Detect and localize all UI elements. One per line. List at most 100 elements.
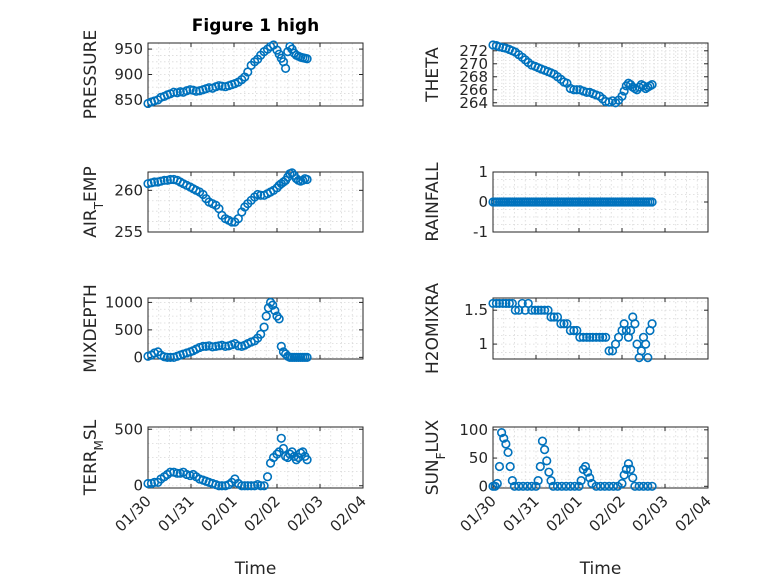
data-point: [565, 325, 576, 336]
data-point: [302, 455, 312, 465]
data-point: [162, 352, 172, 362]
subplot-4: -1 0 1 RAINFALL: [423, 162, 709, 242]
data-point: [572, 85, 582, 95]
data-point: [617, 478, 627, 489]
data-point: [259, 481, 269, 491]
data-point: [285, 41, 295, 52]
axes-frame: [147, 297, 364, 360]
subplot-3: 255 260 AIRTEMP: [81, 166, 364, 241]
data-point: [214, 481, 224, 491]
data-point: [630, 319, 640, 329]
data-point: [494, 298, 505, 309]
x-tick-label: 02/02: [586, 492, 629, 535]
data-point: [548, 481, 558, 491]
y-axis-label: TERRMSL: [81, 419, 106, 496]
data-point: [632, 339, 642, 349]
data-point: [287, 447, 297, 457]
data-point: [302, 174, 312, 185]
data-point: [634, 82, 644, 92]
y-tick-label: 0: [133, 477, 143, 495]
data-point: [261, 311, 271, 321]
data-point: [518, 481, 528, 491]
data-series: [143, 297, 312, 362]
y-tick-label: 500: [114, 321, 143, 339]
data-point: [638, 481, 649, 491]
data-point: [530, 305, 540, 315]
data-point: [533, 305, 543, 315]
x-tick-label: 02/04: [672, 492, 715, 535]
data-point: [643, 481, 653, 491]
x-tick-label: 02/03: [629, 492, 672, 535]
data-point: [527, 305, 537, 315]
data-point: [270, 306, 280, 316]
data-point: [501, 439, 511, 449]
data-point: [561, 481, 571, 491]
data-point: [535, 461, 545, 472]
data-point: [621, 81, 631, 91]
y-tick-label: 100: [459, 421, 488, 439]
data-point: [262, 472, 273, 482]
data-point: [499, 433, 509, 443]
y-axis-label: AIRTEMP: [81, 166, 106, 237]
data-point: [623, 459, 634, 469]
data-point: [582, 467, 593, 477]
x-tick-label: 01/31: [155, 492, 198, 535]
data-point: [619, 86, 629, 96]
data-point: [240, 481, 250, 491]
data-point: [259, 322, 269, 332]
data-point: [539, 444, 550, 455]
data-point: [505, 461, 515, 472]
data-point: [647, 319, 657, 329]
data-point: [621, 464, 631, 474]
data-point: [220, 341, 230, 351]
y-tick-label: 0: [133, 348, 143, 366]
y-tick-label: 260: [114, 181, 143, 199]
data-point: [559, 319, 569, 329]
data-point: [647, 197, 657, 207]
data-point: [256, 481, 266, 491]
data-point: [608, 481, 619, 491]
data-point: [630, 481, 640, 491]
data-point: [598, 332, 608, 342]
data-point: [298, 447, 308, 457]
x-tick-label: 02/04: [327, 492, 370, 535]
data-point: [570, 481, 580, 491]
y-axis-label: SUNFLUX: [423, 419, 448, 495]
data-point: [169, 87, 179, 97]
data-point: [595, 332, 605, 342]
data-series: [143, 40, 312, 109]
x-tick-label: 01/31: [500, 492, 543, 535]
data-point: [276, 433, 286, 443]
y-tick-label: 1: [478, 335, 488, 353]
data-point: [488, 298, 498, 309]
data-point: [237, 481, 247, 491]
data-point: [531, 481, 541, 491]
data-point: [582, 332, 592, 342]
data-point: [574, 481, 584, 491]
x-axis-label: Time: [579, 559, 622, 579]
x-tick-label: 01/30: [112, 492, 155, 535]
data-point: [527, 481, 537, 491]
data-point: [514, 481, 524, 491]
data-point: [628, 473, 638, 483]
data-point: [539, 305, 550, 315]
y-tick-label: 255: [114, 223, 143, 241]
y-tick-label: -1: [473, 223, 488, 241]
data-point: [510, 305, 520, 315]
data-series: [143, 168, 312, 227]
data-point: [647, 79, 657, 90]
data-point: [569, 85, 579, 95]
data-point: [159, 175, 169, 185]
axes-frame: [492, 426, 709, 489]
subplot-1: 850 900 950 PRESSURE Figure 1 high: [81, 16, 364, 119]
data-point: [638, 81, 649, 91]
data-point: [585, 473, 595, 483]
data-point: [625, 464, 636, 474]
data-point: [503, 447, 513, 458]
y-tick-label: 270: [459, 55, 488, 73]
data-point: [542, 456, 552, 466]
y-axis-label: THETA: [423, 47, 443, 103]
data-point: [647, 481, 657, 491]
data-point: [509, 481, 520, 491]
